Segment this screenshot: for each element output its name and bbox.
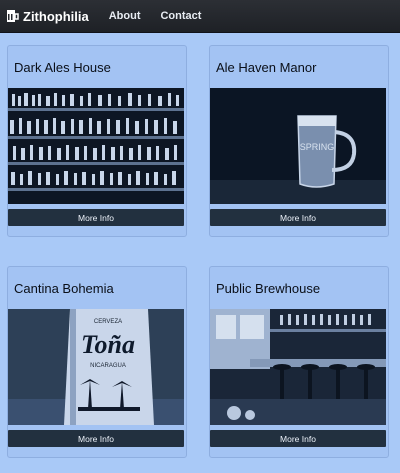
card-image-beer-can[interactable]: CERVEZA Toña NICARAGUA — [8, 309, 184, 425]
card-image-beer-mug[interactable]: SPRING — [210, 88, 386, 204]
card-title: Dark Ales House — [14, 60, 111, 75]
card-cantina-bohemia: Cantina Bohemia CERVEZA Toña NICARAGUA M… — [7, 266, 187, 458]
nav-link-about[interactable]: About — [108, 10, 141, 22]
card-ale-haven-manor: Ale Haven Manor SPRING More Info — [209, 45, 389, 237]
can-brand-text: Toña — [81, 330, 135, 359]
brand-name: Zithophilia — [23, 8, 89, 24]
beer-mug-icon — [7, 10, 19, 22]
more-info-button[interactable]: More Info — [8, 430, 184, 447]
card-title: Public Brewhouse — [216, 281, 321, 296]
card-public-brewhouse: Public Brewhouse More Info — [209, 266, 389, 458]
card-dark-ales-house: Dark Ales House More Info — [7, 45, 187, 237]
card-title: Ale Haven Manor — [216, 60, 317, 75]
card-image-bar-interior[interactable] — [210, 309, 386, 425]
more-info-button[interactable]: More Info — [8, 209, 184, 226]
can-small-text: CERVEZA — [94, 319, 122, 325]
nav-link-contact[interactable]: Contact — [160, 10, 202, 22]
navbar: Zithophilia About Contact — [0, 0, 400, 33]
can-origin-text: NICARAGUA — [90, 363, 126, 369]
brand-link[interactable]: Zithophilia — [6, 9, 89, 24]
card-image-bottle-shelves[interactable] — [8, 88, 184, 204]
card-title: Cantina Bohemia — [14, 281, 114, 296]
more-info-button[interactable]: More Info — [210, 209, 386, 226]
more-info-button[interactable]: More Info — [210, 430, 386, 447]
mug-text: SPRING — [300, 142, 335, 152]
